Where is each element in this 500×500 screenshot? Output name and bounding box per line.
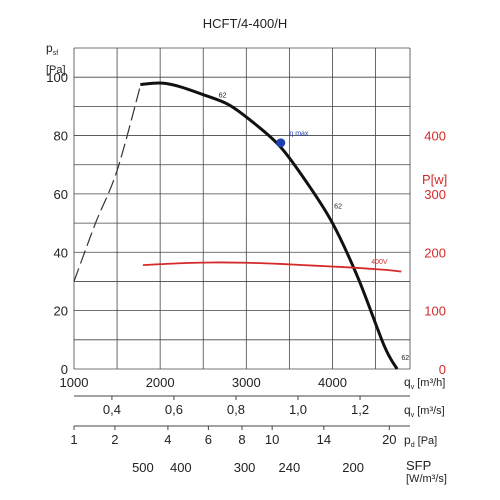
left-axis-unit: [Pa] bbox=[46, 64, 66, 76]
x-tick-label: 200 bbox=[342, 460, 364, 475]
series-line bbox=[140, 81, 399, 370]
x-tick-label: 0,4 bbox=[103, 402, 121, 417]
x-tick-label: 500 bbox=[132, 460, 154, 475]
right-tick-label: 200 bbox=[424, 245, 446, 260]
right-tick-label: 300 bbox=[424, 187, 446, 202]
x-axis-label: pd [Pa] bbox=[404, 433, 437, 449]
x-tick-label: 8 bbox=[238, 432, 245, 447]
chart-title: HCFT/4-400/H bbox=[203, 16, 288, 31]
x-tick-label: 2 bbox=[111, 432, 118, 447]
left-tick-label: 100 bbox=[46, 70, 68, 85]
annotation-label: η max bbox=[289, 131, 309, 138]
right-tick-label: 0 bbox=[439, 362, 446, 377]
annotation-layer: 62 62 62 400V η max bbox=[219, 93, 410, 363]
eta-max-point bbox=[276, 138, 286, 148]
right-tick-label: 100 bbox=[424, 304, 446, 319]
x-axis-label: SFP bbox=[406, 458, 431, 473]
x-tick-label: 400 bbox=[170, 460, 192, 475]
x-tick-label: 6 bbox=[205, 432, 212, 447]
x-tick-label: 2000 bbox=[146, 375, 175, 390]
x-tick-label: 10 bbox=[265, 432, 279, 447]
left-tick-label: 40 bbox=[54, 245, 68, 260]
left-tick-label: 20 bbox=[54, 304, 68, 319]
left-tick-label: 80 bbox=[54, 129, 68, 144]
left-tick-label: 0 bbox=[61, 362, 68, 377]
x-axes: 1000 2000 3000 4000 qv [m³/h] 0,4 0,6 0,8 1,0 1,2… bbox=[60, 375, 447, 485]
annotation-label: 62 bbox=[334, 204, 342, 211]
x-tick-label: 4 bbox=[164, 432, 171, 447]
x-tick-label: 300 bbox=[234, 460, 256, 475]
x-tick-label: 0,8 bbox=[227, 402, 245, 417]
series-line bbox=[73, 85, 141, 282]
x-tick-label: 3000 bbox=[232, 375, 261, 390]
x-tick-label: 20 bbox=[382, 432, 396, 447]
left-axis-label: psf bbox=[46, 41, 58, 57]
annotation-label: 62 bbox=[401, 355, 409, 362]
right-axis-ticks: 0 100 200 300 400 bbox=[424, 129, 446, 377]
x-axis-label: qv [m³/h] bbox=[404, 375, 445, 391]
x-tick-label: 14 bbox=[317, 432, 331, 447]
left-tick-label: 60 bbox=[54, 187, 68, 202]
x-tick-label: 240 bbox=[279, 460, 301, 475]
grid bbox=[73, 47, 411, 370]
left-axis-ticks: 0 20 40 60 80 100 bbox=[46, 70, 68, 377]
x-axis-label: qv [m³/s] bbox=[404, 403, 445, 419]
x-tick-label: 1000 bbox=[60, 375, 89, 390]
right-axis-label: P[w] bbox=[422, 172, 447, 187]
x-axis-unit: [W/m³/s] bbox=[406, 473, 447, 485]
x-tick-label: 0,6 bbox=[165, 402, 183, 417]
x-tick-label: 4000 bbox=[318, 375, 347, 390]
right-tick-label: 400 bbox=[424, 129, 446, 144]
annotation-label: 62 bbox=[219, 93, 227, 100]
x-tick-label: 1,0 bbox=[289, 402, 307, 417]
x-tick-label: 1 bbox=[70, 432, 77, 447]
annotation-label: 400V bbox=[371, 259, 388, 266]
series-line bbox=[142, 261, 402, 273]
series-layer bbox=[73, 81, 402, 370]
x-tick-label: 1,2 bbox=[351, 402, 369, 417]
